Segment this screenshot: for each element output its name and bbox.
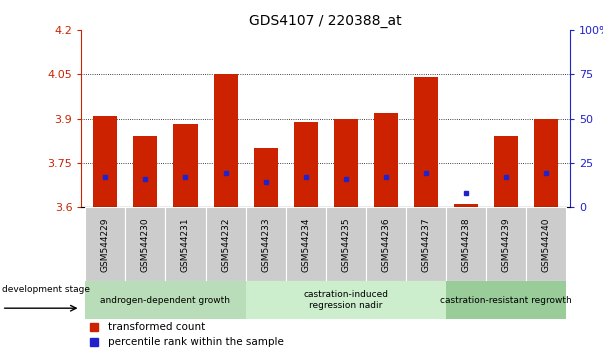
Text: GSM544235: GSM544235 <box>341 217 350 272</box>
Bar <box>453 204 478 207</box>
Text: GSM544230: GSM544230 <box>141 217 150 272</box>
Text: androgen-dependent growth: androgen-dependent growth <box>101 296 230 304</box>
Bar <box>414 77 438 207</box>
Bar <box>294 121 318 207</box>
Bar <box>86 207 125 281</box>
Bar <box>253 148 277 207</box>
Text: GSM544231: GSM544231 <box>181 217 190 272</box>
Text: percentile rank within the sample: percentile rank within the sample <box>109 337 284 348</box>
Title: GDS4107 / 220388_at: GDS4107 / 220388_at <box>249 14 402 28</box>
Bar <box>446 207 486 281</box>
Text: GSM544239: GSM544239 <box>501 217 510 272</box>
Bar <box>534 119 558 207</box>
Text: castration-induced
regression nadir: castration-induced regression nadir <box>303 290 388 310</box>
Bar <box>286 207 326 281</box>
Bar <box>526 207 566 281</box>
Text: GSM544240: GSM544240 <box>541 217 551 272</box>
Text: GSM544233: GSM544233 <box>261 217 270 272</box>
Bar <box>245 207 286 281</box>
Bar <box>165 207 206 281</box>
Text: GSM544234: GSM544234 <box>301 217 310 272</box>
Bar <box>406 207 446 281</box>
Bar <box>326 207 365 281</box>
Bar <box>446 281 566 319</box>
Text: transformed count: transformed count <box>109 321 206 332</box>
Bar <box>494 136 518 207</box>
Text: development stage: development stage <box>2 285 90 294</box>
Bar <box>365 207 406 281</box>
Bar <box>125 207 165 281</box>
Bar <box>245 281 446 319</box>
Bar <box>213 74 238 207</box>
Bar <box>206 207 245 281</box>
Bar <box>486 207 526 281</box>
Text: GSM544237: GSM544237 <box>421 217 430 272</box>
Text: GSM544232: GSM544232 <box>221 217 230 272</box>
Bar <box>333 119 358 207</box>
Bar <box>86 281 245 319</box>
Text: GSM544238: GSM544238 <box>461 217 470 272</box>
Text: GSM544229: GSM544229 <box>101 217 110 272</box>
Bar <box>93 116 118 207</box>
Text: castration-resistant regrowth: castration-resistant regrowth <box>440 296 572 304</box>
Bar <box>174 125 198 207</box>
Text: GSM544236: GSM544236 <box>381 217 390 272</box>
Bar <box>133 136 157 207</box>
Bar <box>374 113 398 207</box>
